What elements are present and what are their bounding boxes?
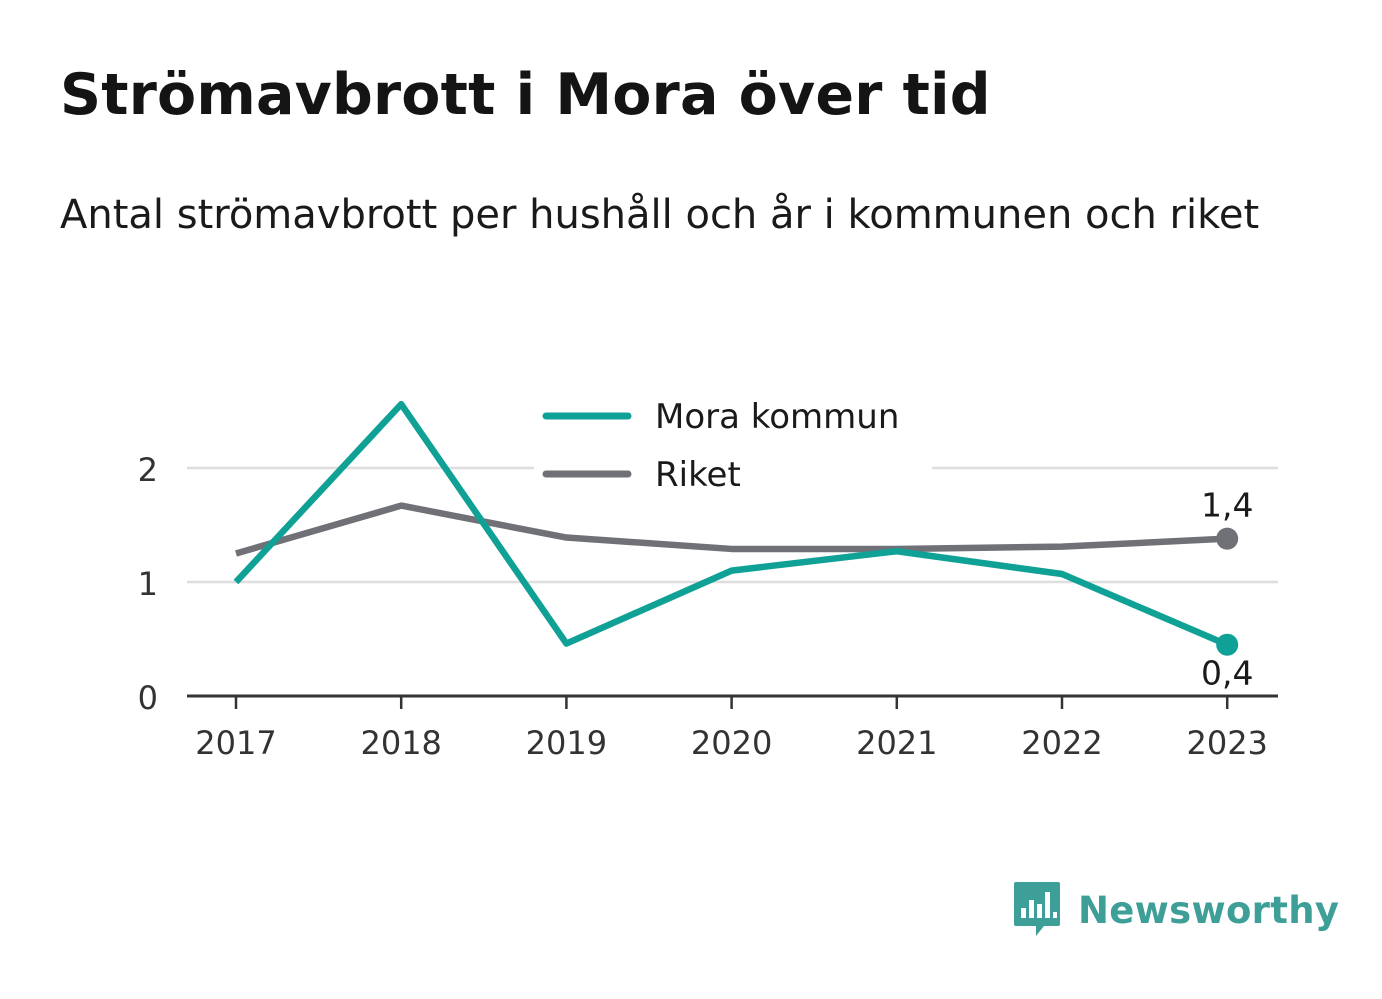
legend-label: Mora kommun xyxy=(655,397,899,437)
x-tick-label: 2021 xyxy=(856,724,937,762)
y-tick-label: 0 xyxy=(138,679,158,717)
x-tick-label: 2018 xyxy=(360,724,441,762)
end-value-label: 0,4 xyxy=(1201,654,1253,693)
brand-logo: Newsworthy xyxy=(1012,880,1339,940)
chart-subtitle: Antal strömavbrott per hushåll och år i … xyxy=(60,192,1260,238)
end-value-label: 1,4 xyxy=(1201,486,1253,525)
y-tick-label: 2 xyxy=(138,451,158,489)
x-tick-label: 2019 xyxy=(526,724,607,762)
x-tick-label: 2020 xyxy=(691,724,772,762)
x-tick-label: 2017 xyxy=(195,724,276,762)
legend-label: Riket xyxy=(655,455,741,495)
brand-name: Newsworthy xyxy=(1078,888,1340,932)
series-line-riket xyxy=(235,502,1228,557)
chart-title: Strömavbrott i Mora över tid xyxy=(60,62,991,128)
series-line-mora xyxy=(233,400,1229,648)
y-tick-label: 1 xyxy=(138,565,158,603)
bar-chart-speech-bubble-icon xyxy=(1014,882,1060,936)
end-point-marker xyxy=(1216,633,1239,656)
x-tick-label: 2022 xyxy=(1021,724,1102,762)
end-point-marker xyxy=(1216,527,1239,550)
x-tick-label: 2023 xyxy=(1186,724,1267,762)
legend-background xyxy=(534,390,932,500)
